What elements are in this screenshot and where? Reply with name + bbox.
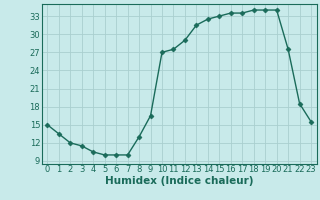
X-axis label: Humidex (Indice chaleur): Humidex (Indice chaleur) bbox=[105, 176, 253, 186]
